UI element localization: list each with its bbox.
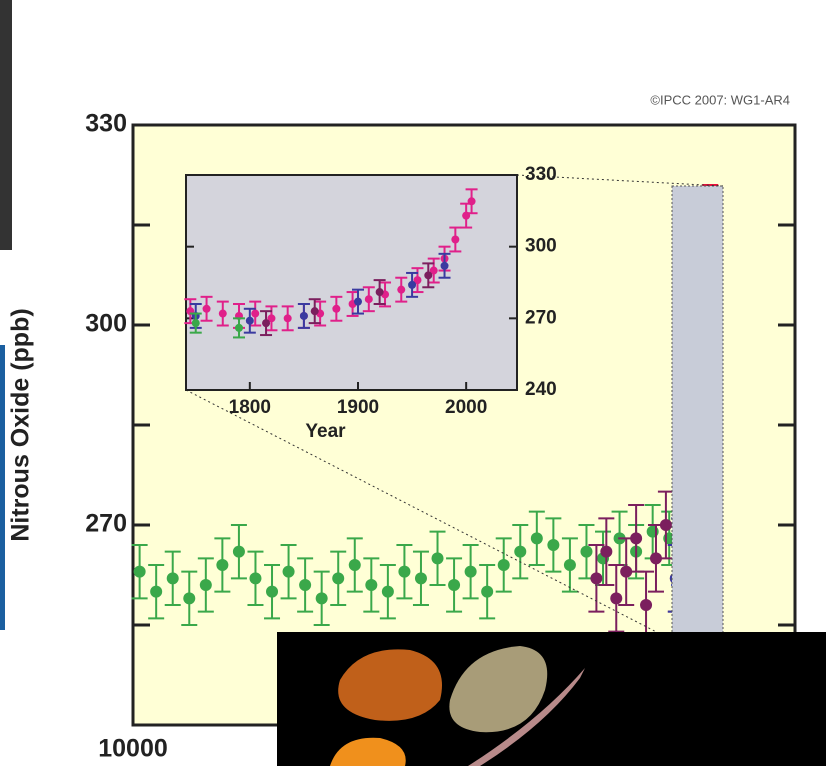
point (133, 565, 146, 578)
point (413, 276, 422, 285)
y-tick-label: 330 (525, 164, 557, 185)
left-border (0, 0, 12, 250)
x-axis-label: Year (305, 421, 346, 442)
point (497, 559, 510, 571)
point (183, 592, 196, 605)
left-strip (0, 345, 5, 630)
inset-plot: 240 270 300 330 1800 1900 2000 Year (184, 164, 557, 442)
point (397, 285, 406, 294)
x-tick-label: 1900 (337, 397, 379, 418)
y-tick-label: 240 (525, 379, 557, 400)
point (431, 552, 444, 565)
point (590, 572, 603, 585)
point (282, 565, 295, 578)
zoom-connector (516, 174, 724, 187)
point (580, 545, 593, 558)
y-tick-label: 300 (525, 236, 557, 257)
point (150, 585, 163, 598)
point (315, 592, 328, 605)
point (199, 579, 212, 591)
x-tick-label: 2000 (445, 397, 487, 418)
point (620, 565, 633, 578)
point (299, 311, 308, 320)
point (216, 559, 229, 571)
zoom-region (671, 185, 724, 647)
point (365, 579, 378, 591)
x-tick-label: 10000 (98, 735, 168, 763)
point (166, 572, 179, 585)
blob (338, 649, 442, 721)
point (235, 323, 244, 332)
y-tick-label: 270 (85, 510, 127, 538)
point (530, 532, 543, 545)
point (440, 261, 449, 270)
zoom-connector (185, 389, 673, 641)
point (451, 235, 460, 244)
point (659, 519, 672, 531)
point (266, 585, 279, 598)
point (202, 304, 211, 313)
point (600, 545, 613, 558)
point (218, 309, 227, 318)
y-tick-label: 270 (525, 307, 557, 328)
point (251, 309, 260, 318)
point (332, 304, 341, 313)
point (547, 539, 560, 551)
point (310, 307, 319, 316)
point (424, 271, 433, 280)
point (610, 592, 623, 605)
y-tick-label: 300 (85, 310, 127, 338)
point (467, 197, 476, 206)
point (299, 579, 312, 591)
point (267, 314, 276, 323)
y-tick-label: 330 (85, 110, 127, 138)
blob (330, 737, 406, 766)
point (448, 579, 461, 591)
point (640, 599, 653, 611)
point (649, 552, 662, 565)
overlay (277, 632, 826, 766)
point (348, 559, 361, 571)
point (630, 532, 643, 545)
point (414, 572, 427, 585)
point (398, 565, 411, 578)
point (332, 572, 345, 585)
point (249, 572, 262, 585)
point (514, 545, 527, 558)
y-axis-label: Nitrous Oxide (ppb) (7, 308, 35, 541)
point (375, 288, 384, 297)
point (283, 314, 292, 323)
point (245, 316, 254, 325)
credit: ©IPCC 2007: WG1-AR4 (650, 92, 790, 107)
point (408, 280, 417, 289)
point (262, 319, 271, 328)
x-tick-label: 1800 (229, 397, 271, 418)
point (429, 266, 438, 275)
point (464, 565, 477, 578)
point (232, 545, 245, 558)
point (381, 585, 394, 598)
point (563, 559, 576, 571)
point (191, 319, 200, 328)
blob (449, 646, 548, 733)
point (364, 295, 373, 304)
plot-area (185, 174, 518, 391)
point (353, 297, 362, 306)
point (481, 585, 494, 598)
